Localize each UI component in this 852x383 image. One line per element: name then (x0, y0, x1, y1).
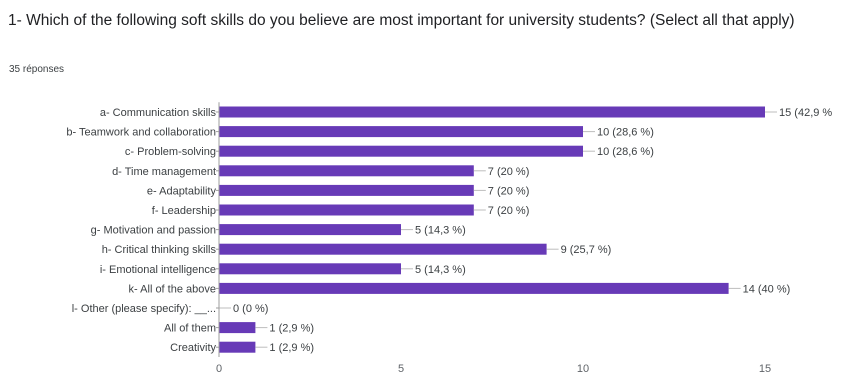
data-label: 0 (0 %) (233, 303, 268, 315)
x-tick-label: 5 (398, 363, 404, 375)
x-tick-label: 0 (216, 363, 222, 375)
category-label: e- Adaptability (147, 185, 217, 197)
x-tick-label: 10 (577, 363, 589, 375)
data-label: 7 (20 %) (488, 166, 530, 178)
data-label: 14 (40 %) (743, 283, 791, 295)
data-label: 9 (25,7 %) (561, 244, 612, 256)
data-bar (219, 282, 729, 294)
data-label: 7 (20 %) (488, 205, 530, 217)
data-bar (219, 322, 256, 334)
data-label: 10 (28,6 %) (597, 146, 654, 158)
data-bar (219, 184, 474, 196)
data-bar (219, 224, 401, 236)
data-bar (219, 145, 583, 157)
category-label: g- Motivation and passion (91, 225, 216, 237)
data-label: 10 (28,6 %) (597, 127, 654, 139)
question-title: 1- Which of the following soft skills do… (8, 12, 795, 29)
data-bar (219, 263, 401, 275)
data-bar (219, 204, 474, 216)
x-tick-label: 15 (759, 363, 771, 375)
category-label: Creativity (170, 342, 216, 354)
data-bar (219, 165, 474, 177)
data-label: 5 (14,3 %) (415, 225, 466, 237)
data-label: 5 (14,3 %) (415, 264, 466, 276)
category-label: k- All of the above (129, 283, 216, 295)
category-label: All of them (164, 323, 216, 335)
category-label: d- Time management (112, 166, 216, 178)
data-label: 15 (42,9 % (779, 107, 832, 119)
data-bar (219, 341, 256, 353)
category-label: c- Problem-solving (125, 146, 216, 158)
data-bar (219, 243, 547, 255)
category-label: b- Teamwork and collaboration (66, 127, 216, 139)
category-label: i- Emotional intelligence (100, 264, 216, 276)
data-bar (219, 126, 583, 138)
category-label: h- Critical thinking skills (102, 244, 217, 256)
data-label: 7 (20 %) (488, 185, 530, 197)
data-bar (219, 106, 765, 118)
response-count: 35 réponses (9, 64, 65, 75)
data-label: 1 (2,9 %) (269, 342, 314, 354)
data-label: 1 (2,9 %) (269, 323, 314, 335)
category-label: l- Other (please specify): __... (72, 303, 216, 315)
category-label: a- Communication skills (100, 107, 217, 119)
category-label: f- Leadership (152, 205, 216, 217)
